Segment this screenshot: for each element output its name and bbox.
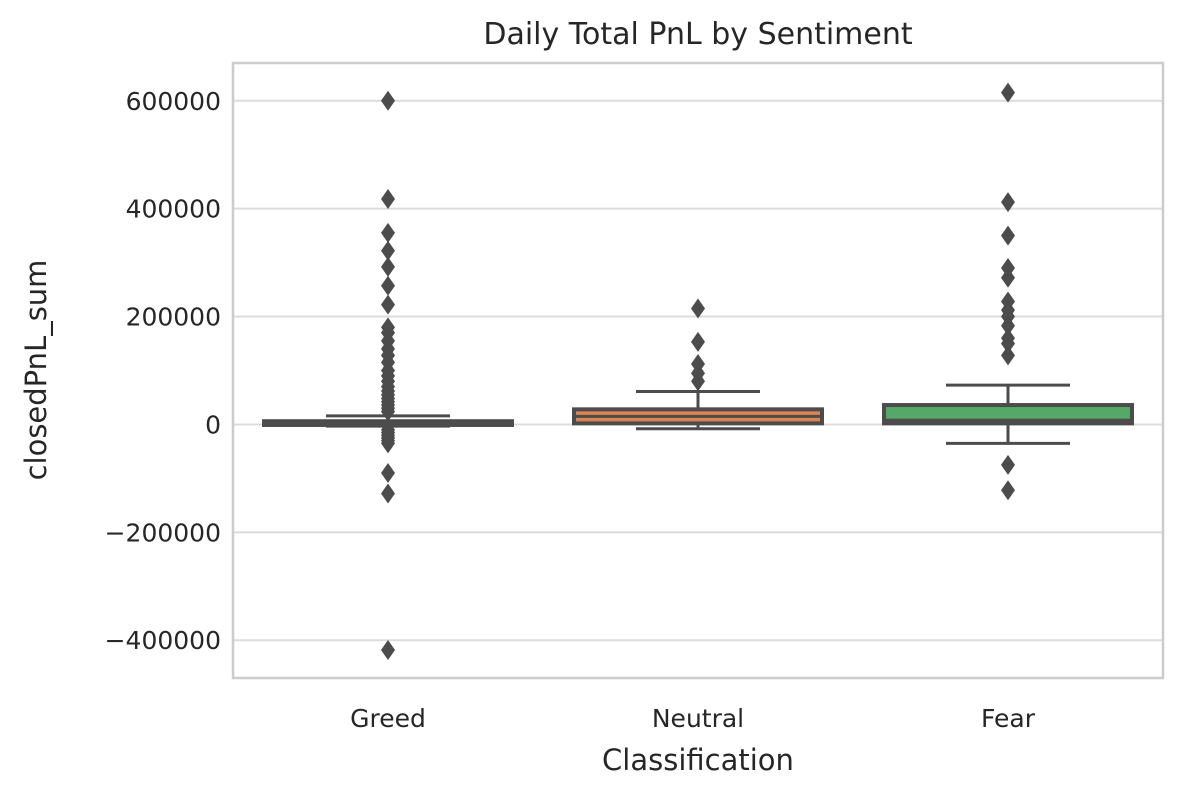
outlier-point [381,275,395,296]
outlier-point [381,90,395,111]
box-group-neutral [572,298,824,431]
outlier-point [691,298,705,319]
x-axis-ticks: Greed Neutral Fear [350,704,1036,733]
outlier-point [381,483,395,504]
outlier-point [381,433,395,454]
outlier-point [1001,345,1015,366]
outlier-point [1001,480,1015,501]
outlier-point [381,294,395,315]
y-axis-ticks: −400000 −200000 0 200000 400000 600000 [105,87,221,655]
outlier-point [1001,225,1015,246]
x-tick-label: Greed [350,704,426,733]
box-series [262,82,1134,660]
outlier-point [1001,454,1015,475]
y-tick-label: 400000 [126,195,221,224]
outlier-point [1001,315,1015,336]
box-group-fear [882,82,1134,501]
outlier-point [1001,333,1015,354]
outlier-point [1001,192,1015,213]
outlier-point [381,240,395,261]
outlier-point [381,188,395,209]
outlier-point [381,222,395,243]
y-tick-label: −200000 [105,518,221,547]
outlier-point [381,463,395,483]
outlier-point [381,401,395,422]
y-axis-label: closedPnL_sum [19,260,53,481]
outlier-point [1001,82,1015,103]
outlier-point [1001,267,1015,288]
chart-title: Daily Total PnL by Sentiment [483,17,913,52]
box-group-greed [262,90,514,660]
y-tick-label: 200000 [126,303,221,332]
y-tick-label: 600000 [126,87,221,116]
y-tick-label: −400000 [105,626,221,655]
outlier-point [381,639,395,660]
x-axis-label: Classification [602,743,794,777]
outlier-point [381,256,395,277]
outlier-point [691,371,705,392]
x-tick-label: Neutral [652,704,744,733]
x-tick-label: Fear [981,704,1036,733]
outlier-point [691,331,705,352]
y-tick-label: 0 [205,410,221,439]
plot-frame [231,61,1165,680]
